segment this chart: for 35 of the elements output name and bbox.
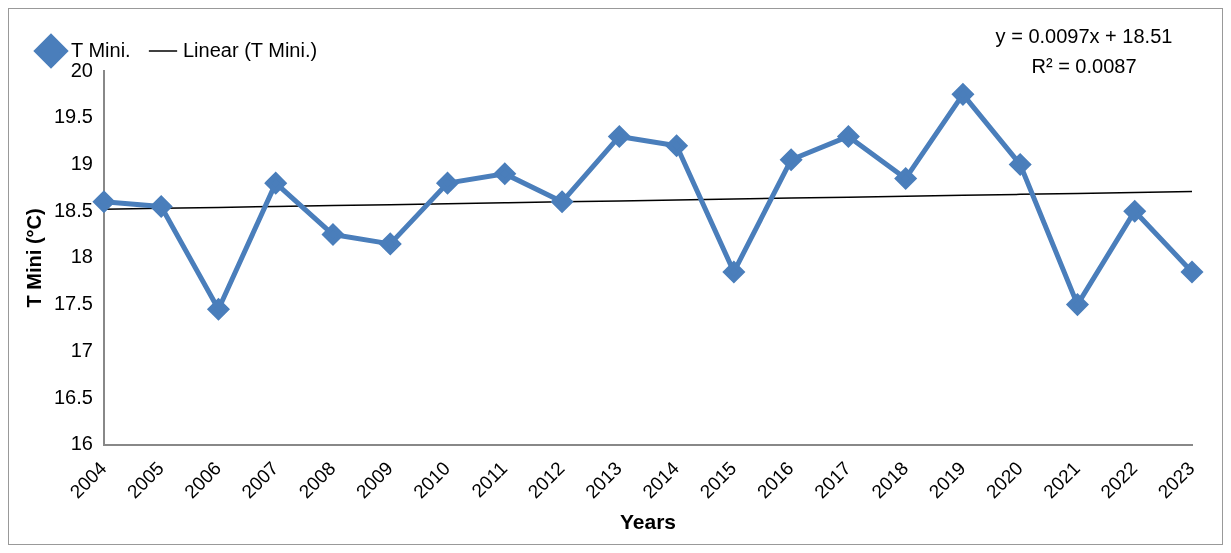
point [150, 196, 172, 217]
legend-label: T Mini. [71, 38, 131, 61]
point [93, 191, 115, 213]
point [608, 125, 630, 147]
point [723, 261, 745, 283]
point [1181, 261, 1203, 283]
y-tick-label: 16 [70, 432, 93, 455]
point [1124, 200, 1146, 222]
y-tick-label: 20 [70, 58, 93, 81]
point [437, 172, 459, 194]
text: y = 0.0097x + 18.51 [995, 24, 1173, 47]
point [1066, 294, 1088, 316]
point [551, 191, 573, 213]
point [895, 167, 917, 189]
annotation: R² = 0.0087 [1031, 54, 1137, 77]
y-tick-label: 17 [70, 338, 93, 361]
legend-label: Linear (T Mini.) [183, 38, 318, 61]
y-tick-label: 19 [70, 151, 93, 174]
point [265, 172, 287, 194]
y-tick-label: 17.5 [53, 292, 93, 315]
y-axis-title: T Mini (°C) [22, 208, 45, 308]
point [494, 163, 516, 185]
y-tick-label: 19.5 [53, 105, 93, 128]
point [1009, 153, 1031, 175]
point [837, 125, 859, 147]
point [952, 83, 974, 105]
y-tick-label: 18 [70, 245, 93, 268]
y-tick-label: 16.5 [53, 385, 93, 408]
point [322, 224, 344, 246]
point [207, 298, 229, 320]
point [780, 149, 802, 171]
x-axis-title: Years [619, 510, 676, 534]
point [666, 135, 688, 157]
point [379, 233, 401, 255]
y-tick-label: 18.5 [53, 198, 93, 221]
